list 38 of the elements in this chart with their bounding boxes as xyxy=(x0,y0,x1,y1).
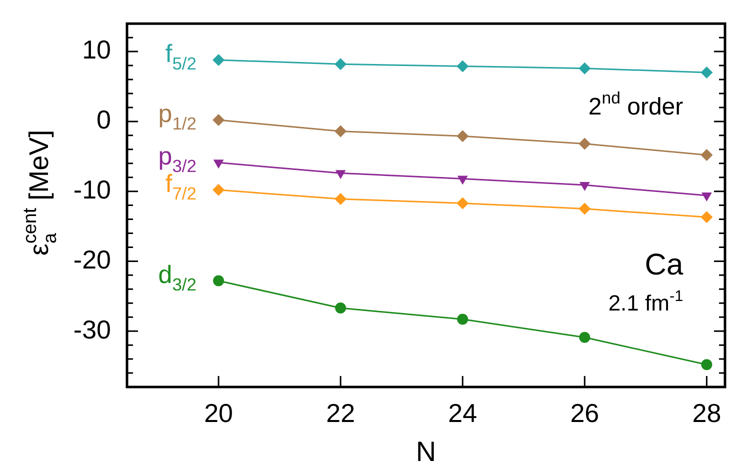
point xyxy=(456,130,469,142)
x-axis-title: N xyxy=(416,436,436,467)
point xyxy=(212,114,225,126)
y-tick-label: -10 xyxy=(73,174,111,204)
point xyxy=(700,66,713,79)
point xyxy=(335,302,346,314)
point xyxy=(578,62,591,74)
y-tick-label: -20 xyxy=(73,244,111,274)
point xyxy=(456,60,469,72)
point xyxy=(334,125,347,138)
point xyxy=(579,332,590,343)
y-tick-label: 0 xyxy=(96,104,111,135)
point xyxy=(578,138,591,150)
point xyxy=(457,314,468,325)
point xyxy=(334,58,347,70)
y-tick-label: 10 xyxy=(82,34,111,65)
y-tick-label: -30 xyxy=(73,314,111,344)
x-tick-label: 26 xyxy=(570,398,600,428)
point xyxy=(213,275,224,286)
point xyxy=(700,148,713,161)
point xyxy=(579,182,590,192)
x-tick-label: 28 xyxy=(692,398,722,428)
x-tick-label: 24 xyxy=(448,398,478,428)
point xyxy=(335,170,346,180)
point xyxy=(456,197,469,210)
point xyxy=(334,193,347,206)
point xyxy=(213,160,224,169)
x-tick-label: 20 xyxy=(204,398,233,428)
point xyxy=(578,202,591,215)
point xyxy=(212,54,225,66)
x-tick-label: 22 xyxy=(326,398,356,428)
point xyxy=(700,211,713,224)
point xyxy=(701,359,712,370)
point xyxy=(212,184,225,196)
annotation: Ca xyxy=(644,248,684,282)
point xyxy=(457,176,468,185)
y-axis-title: εacent [MeV] xyxy=(20,130,62,256)
point xyxy=(702,192,712,202)
